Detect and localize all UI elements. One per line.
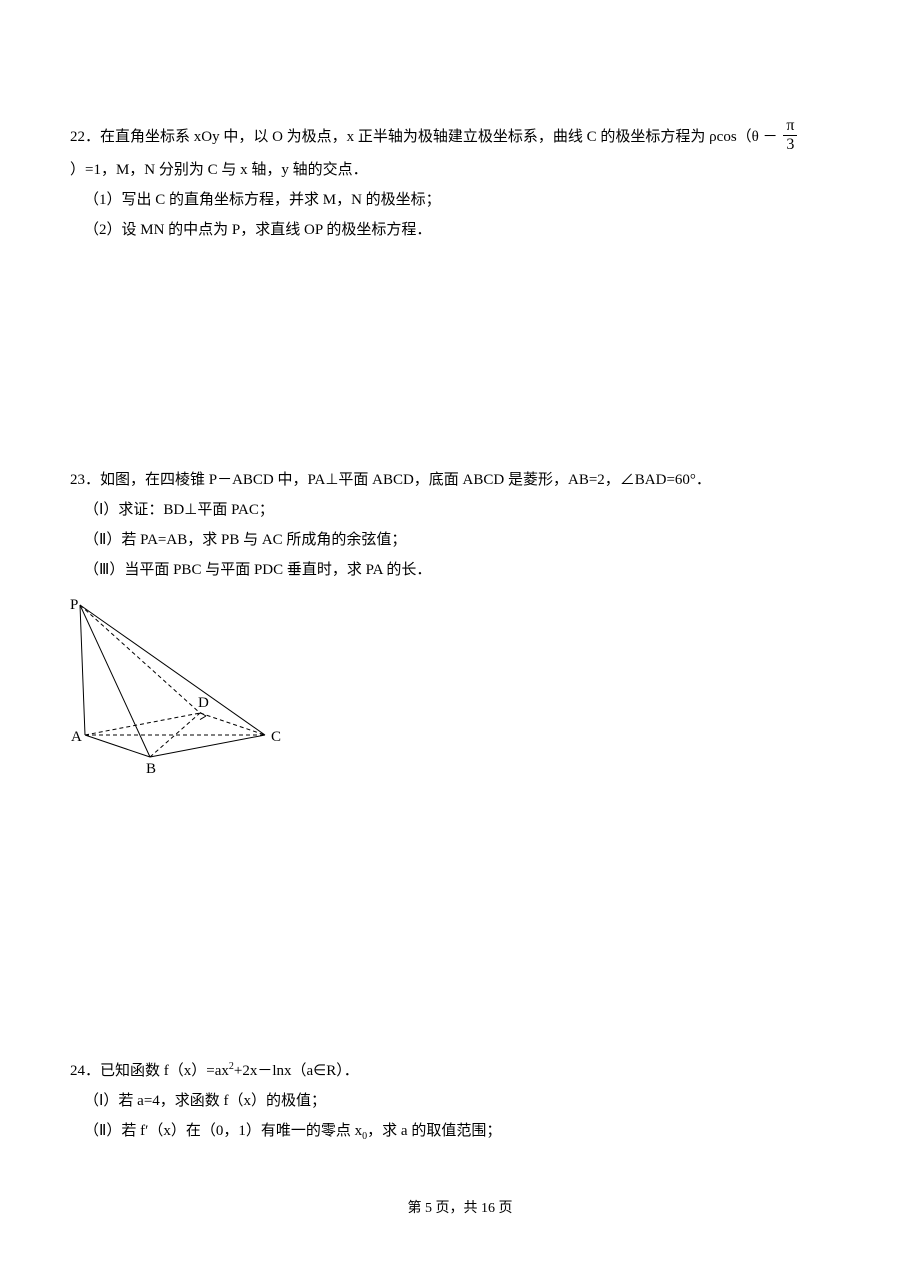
text: +2x－lnx（a∈R）．: [234, 1063, 359, 1079]
problem-22: 22．在直角坐标系 xOy 中，以 O 为极点，x 正半轴为极轴建立极坐标系，曲…: [70, 120, 850, 245]
denominator: 3: [783, 136, 797, 153]
numerator: π: [783, 118, 797, 136]
theta: θ: [752, 129, 759, 145]
problem-23-part2: （Ⅱ）若 PA=AB，求 PB 与 AC 所成角的余弦值；: [70, 525, 850, 555]
text: ．如图，在四棱锥 P－ABCD 中，PA⊥平面 ABCD，底面 ABCD 是菱形…: [85, 472, 711, 488]
page-footer: 第 5 页，共 16 页: [0, 1195, 920, 1223]
problem-number: 23: [70, 472, 85, 488]
text: ．已知函数 f（x）=ax: [85, 1063, 229, 1079]
text: （Ⅱ）若 f′（x）在（0，1）有唯一的零点 x: [84, 1123, 362, 1139]
problem-23-part3: （Ⅲ）当平面 PBC 与平面 PDC 垂直时，求 PA 的长．: [70, 555, 850, 585]
total-pages: 16: [481, 1201, 495, 1216]
text: ，求 a 的取值范围；: [367, 1123, 501, 1139]
problem-22-statement: 22．在直角坐标系 xOy 中，以 O 为极点，x 正半轴为极轴建立极坐标系，曲…: [70, 120, 850, 185]
svg-text:C: C: [271, 729, 281, 745]
problem-24-statement: 24．已知函数 f（x）=ax2+2x－lnx（a∈R）．: [70, 1056, 850, 1086]
svg-text:B: B: [146, 761, 156, 775]
theta-expression: θ － π3: [752, 120, 800, 155]
problem-number: 24: [70, 1063, 85, 1079]
problem-22-part2: （2）设 MN 的中点为 P，求直线 OP 的极坐标方程．: [70, 215, 850, 245]
problem-23: 23．如图，在四棱锥 P－ABCD 中，PA⊥平面 ABCD，底面 ABCD 是…: [70, 465, 850, 786]
footer-suffix: 页: [495, 1201, 513, 1216]
problem-23-part1: （Ⅰ）求证：BD⊥平面 PAC；: [70, 495, 850, 525]
problem-23-statement: 23．如图，在四棱锥 P－ABCD 中，PA⊥平面 ABCD，底面 ABCD 是…: [70, 465, 850, 495]
minus: －: [759, 129, 782, 145]
svg-text:P: P: [70, 597, 78, 613]
footer-mid: 页，共: [432, 1201, 481, 1216]
problem-24-part1: （Ⅰ）若 a=4，求函数 f（x）的极值；: [70, 1086, 850, 1116]
footer-prefix: 第: [408, 1201, 426, 1216]
problem-22-part1: （1）写出 C 的直角坐标方程，并求 M，N 的极坐标；: [70, 185, 850, 215]
text: ．在直角坐标系 xOy 中，以 O 为极点，x 正半轴为极轴建立极坐标系，曲线 …: [85, 129, 752, 145]
text-continuation: ）=1，M，N 分别为 C 与 x 轴，y 轴的交点．: [70, 155, 850, 185]
svg-text:D: D: [198, 695, 209, 711]
svg-text:A: A: [71, 729, 82, 745]
fraction-pi-3: π3: [783, 118, 797, 153]
problem-24-part2: （Ⅱ）若 f′（x）在（0，1）有唯一的零点 x0，求 a 的取值范围；: [70, 1116, 850, 1147]
current-page: 5: [425, 1201, 432, 1216]
pyramid-diagram: P A B C D: [70, 595, 285, 775]
problem-number: 22: [70, 129, 85, 145]
problem-24: 24．已知函数 f（x）=ax2+2x－lnx（a∈R）． （Ⅰ）若 a=4，求…: [70, 1056, 850, 1147]
pyramid-figure: P A B C D: [70, 595, 850, 786]
